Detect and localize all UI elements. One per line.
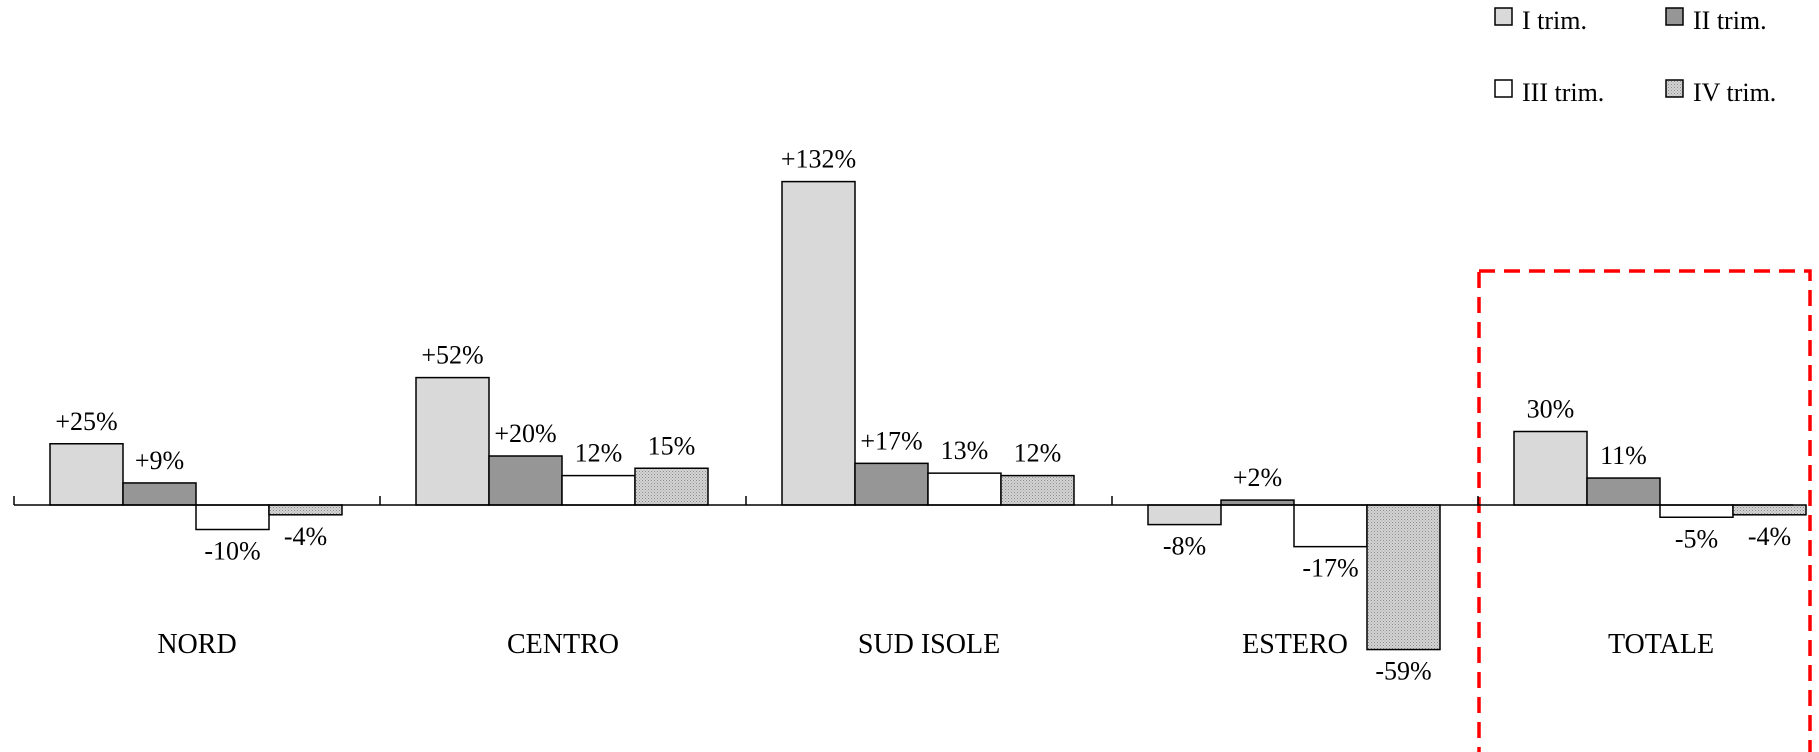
bar-estero-i-trim — [1147, 504, 1222, 526]
bar-totale-i-trim — [1513, 430, 1588, 506]
bars-layer — [49, 180, 1807, 651]
bar-nord-i-trim — [49, 443, 124, 506]
data-label-sud-isole-iii-trim: 13% — [941, 436, 989, 465]
category-label-totale: TOTALE — [1608, 629, 1714, 660]
legend-label-iii-trim: III trim. — [1522, 78, 1604, 107]
data-label-centro-i-trim: +52% — [421, 341, 483, 370]
bar-centro-ii-trim — [488, 455, 563, 506]
data-label-nord-iii-trim: -10% — [204, 537, 260, 566]
data-label-nord-ii-trim: +9% — [135, 446, 184, 475]
data-label-estero-ii-trim: +2% — [1233, 463, 1282, 492]
data-label-nord-i-trim: +25% — [55, 407, 117, 436]
legend-swatch-i-trim — [1494, 7, 1513, 26]
labels-layer: +25% +9% -10% -4% +52% +20% 12% 15% +132% +17% 13%… — [55, 145, 1791, 686]
highlight-layer — [1477, 269, 1812, 752]
bar-estero-iv-trim — [1366, 504, 1441, 651]
bar-centro-i-trim — [415, 376, 490, 506]
bar-totale-ii-trim — [1586, 477, 1661, 506]
data-label-centro-ii-trim: +20% — [494, 419, 556, 448]
highlight-box-totale — [1477, 269, 1812, 752]
data-label-sud-isole-i-trim: +132% — [781, 145, 856, 174]
bar-totale-iii-trim — [1659, 504, 1734, 518]
data-label-totale-iv-trim: -4% — [1748, 522, 1791, 551]
data-label-sud-isole-ii-trim: +17% — [860, 426, 922, 455]
data-label-estero-i-trim: -8% — [1163, 532, 1206, 561]
legend-swatch-iv-trim — [1665, 79, 1684, 98]
legend-label-i-trim: I trim. — [1522, 6, 1587, 35]
bar-sud-isole-iv-trim — [1000, 474, 1075, 506]
legend-swatch-iii-trim — [1494, 79, 1513, 98]
data-label-sud-isole-iv-trim: 12% — [1014, 439, 1062, 468]
legend-label-ii-trim: II trim. — [1693, 6, 1767, 35]
data-label-centro-iii-trim: 12% — [575, 439, 623, 468]
bar-sud-isole-ii-trim — [854, 462, 929, 506]
legend-swatch-ii-trim — [1665, 7, 1684, 26]
data-label-estero-iv-trim: -59% — [1375, 657, 1431, 686]
category-label-nord: NORD — [157, 629, 236, 660]
data-label-totale-ii-trim: 11% — [1600, 441, 1647, 470]
bar-nord-iv-trim — [268, 504, 343, 516]
bar-totale-iv-trim — [1732, 504, 1807, 516]
bar-estero-iii-trim — [1293, 504, 1368, 548]
bar-sud-isole-iii-trim — [927, 472, 1002, 506]
category-label-estero: ESTERO — [1242, 629, 1348, 660]
data-label-centro-iv-trim: 15% — [648, 431, 696, 460]
data-label-totale-iii-trim: -5% — [1675, 524, 1718, 553]
bar-centro-iv-trim — [634, 467, 709, 506]
category-label-sud-isole: SUD ISOLE — [858, 629, 1000, 660]
legend: I trim. II trim. III trim. IV trim. — [1494, 6, 1776, 107]
bar-sud-isole-i-trim — [781, 180, 856, 506]
bar-nord-ii-trim — [122, 482, 197, 506]
data-label-estero-iii-trim: -17% — [1302, 554, 1358, 583]
category-label-centro: CENTRO — [507, 629, 619, 660]
bar-nord-iii-trim — [195, 504, 270, 531]
data-label-nord-iv-trim: -4% — [284, 522, 327, 551]
data-label-totale-i-trim: 30% — [1527, 395, 1575, 424]
legend-label-iv-trim: IV trim. — [1693, 78, 1776, 107]
axis-layer — [13, 496, 1793, 506]
bar-centro-iii-trim — [561, 474, 636, 506]
